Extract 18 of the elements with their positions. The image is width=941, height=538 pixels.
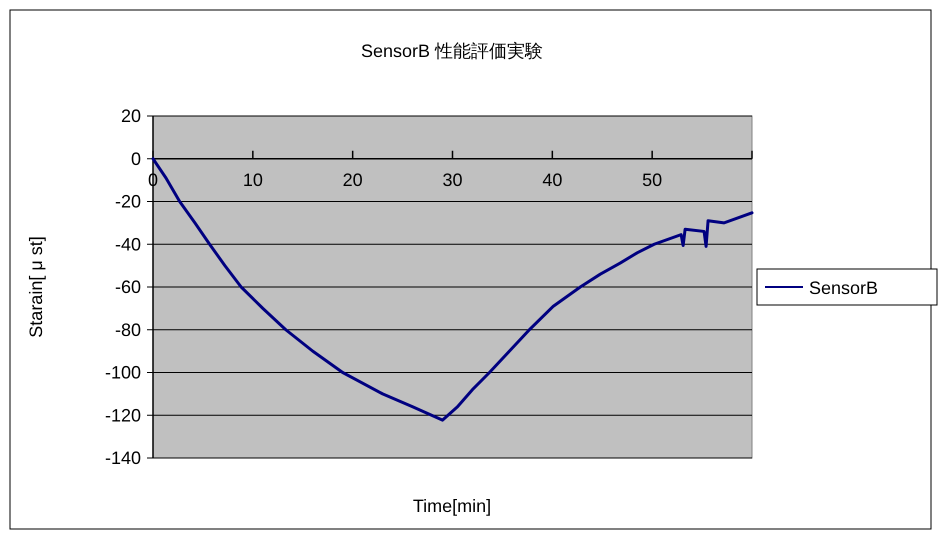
x-tick-label: 20 <box>342 170 363 190</box>
x-tick-label: 10 <box>242 170 263 190</box>
y-tick-label: -100 <box>104 362 141 382</box>
y-axis-title: Starain[ μ st] <box>26 236 46 338</box>
x-axis-title: Time[min] <box>412 496 492 516</box>
y-tick-label: -60 <box>114 277 141 297</box>
x-tick-label: 30 <box>442 170 463 190</box>
legend-label: SensorB <box>809 278 878 298</box>
y-tick-label: 0 <box>130 148 141 169</box>
y-tick-label: -40 <box>114 234 141 254</box>
y-tick-label: -20 <box>114 192 141 212</box>
x-tick-label: 40 <box>542 170 562 190</box>
y-tick-label: -80 <box>114 320 141 340</box>
y-tick-label: 20 <box>120 106 141 126</box>
chart-title: SensorB 性能評価実験 <box>360 41 544 61</box>
y-tick-label: -120 <box>104 405 141 426</box>
x-tick-label: 50 <box>642 170 662 190</box>
y-tick-label: -140 <box>104 448 141 468</box>
